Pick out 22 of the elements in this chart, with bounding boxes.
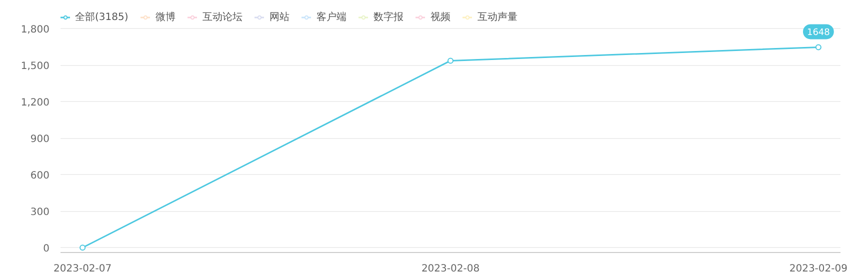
legend-label: 网站 (269, 10, 290, 24)
y-tick-label: 900 (30, 134, 50, 146)
x-tick-label: 2023-02-09 (789, 264, 848, 274)
point (448, 58, 454, 64)
x-tick-label: 2023-02-07 (54, 264, 112, 274)
legend-label: 互动论坛 (202, 11, 242, 24)
legend-label: 数字报 (373, 10, 404, 24)
legend-label: 全部(3185) (75, 10, 128, 24)
y-tick-label: 1,500 (20, 61, 50, 72)
data-label: 1648 (806, 28, 830, 38)
legend-label: 客户端 (316, 10, 346, 24)
legend-label: 微博 (155, 10, 176, 24)
point (815, 44, 822, 50)
y-tick-label: 1,200 (20, 98, 50, 109)
y-tick-label: 1,800 (20, 24, 50, 36)
y-tick-label: 0 (43, 244, 50, 255)
legend-label: 视频 (430, 10, 450, 24)
legend-label: 互动声量 (477, 10, 518, 24)
point (80, 244, 86, 251)
y-tick-label: 300 (30, 207, 50, 218)
x-tick-label: 2023-02-08 (421, 264, 480, 274)
y-tick-label: 600 (30, 170, 50, 182)
